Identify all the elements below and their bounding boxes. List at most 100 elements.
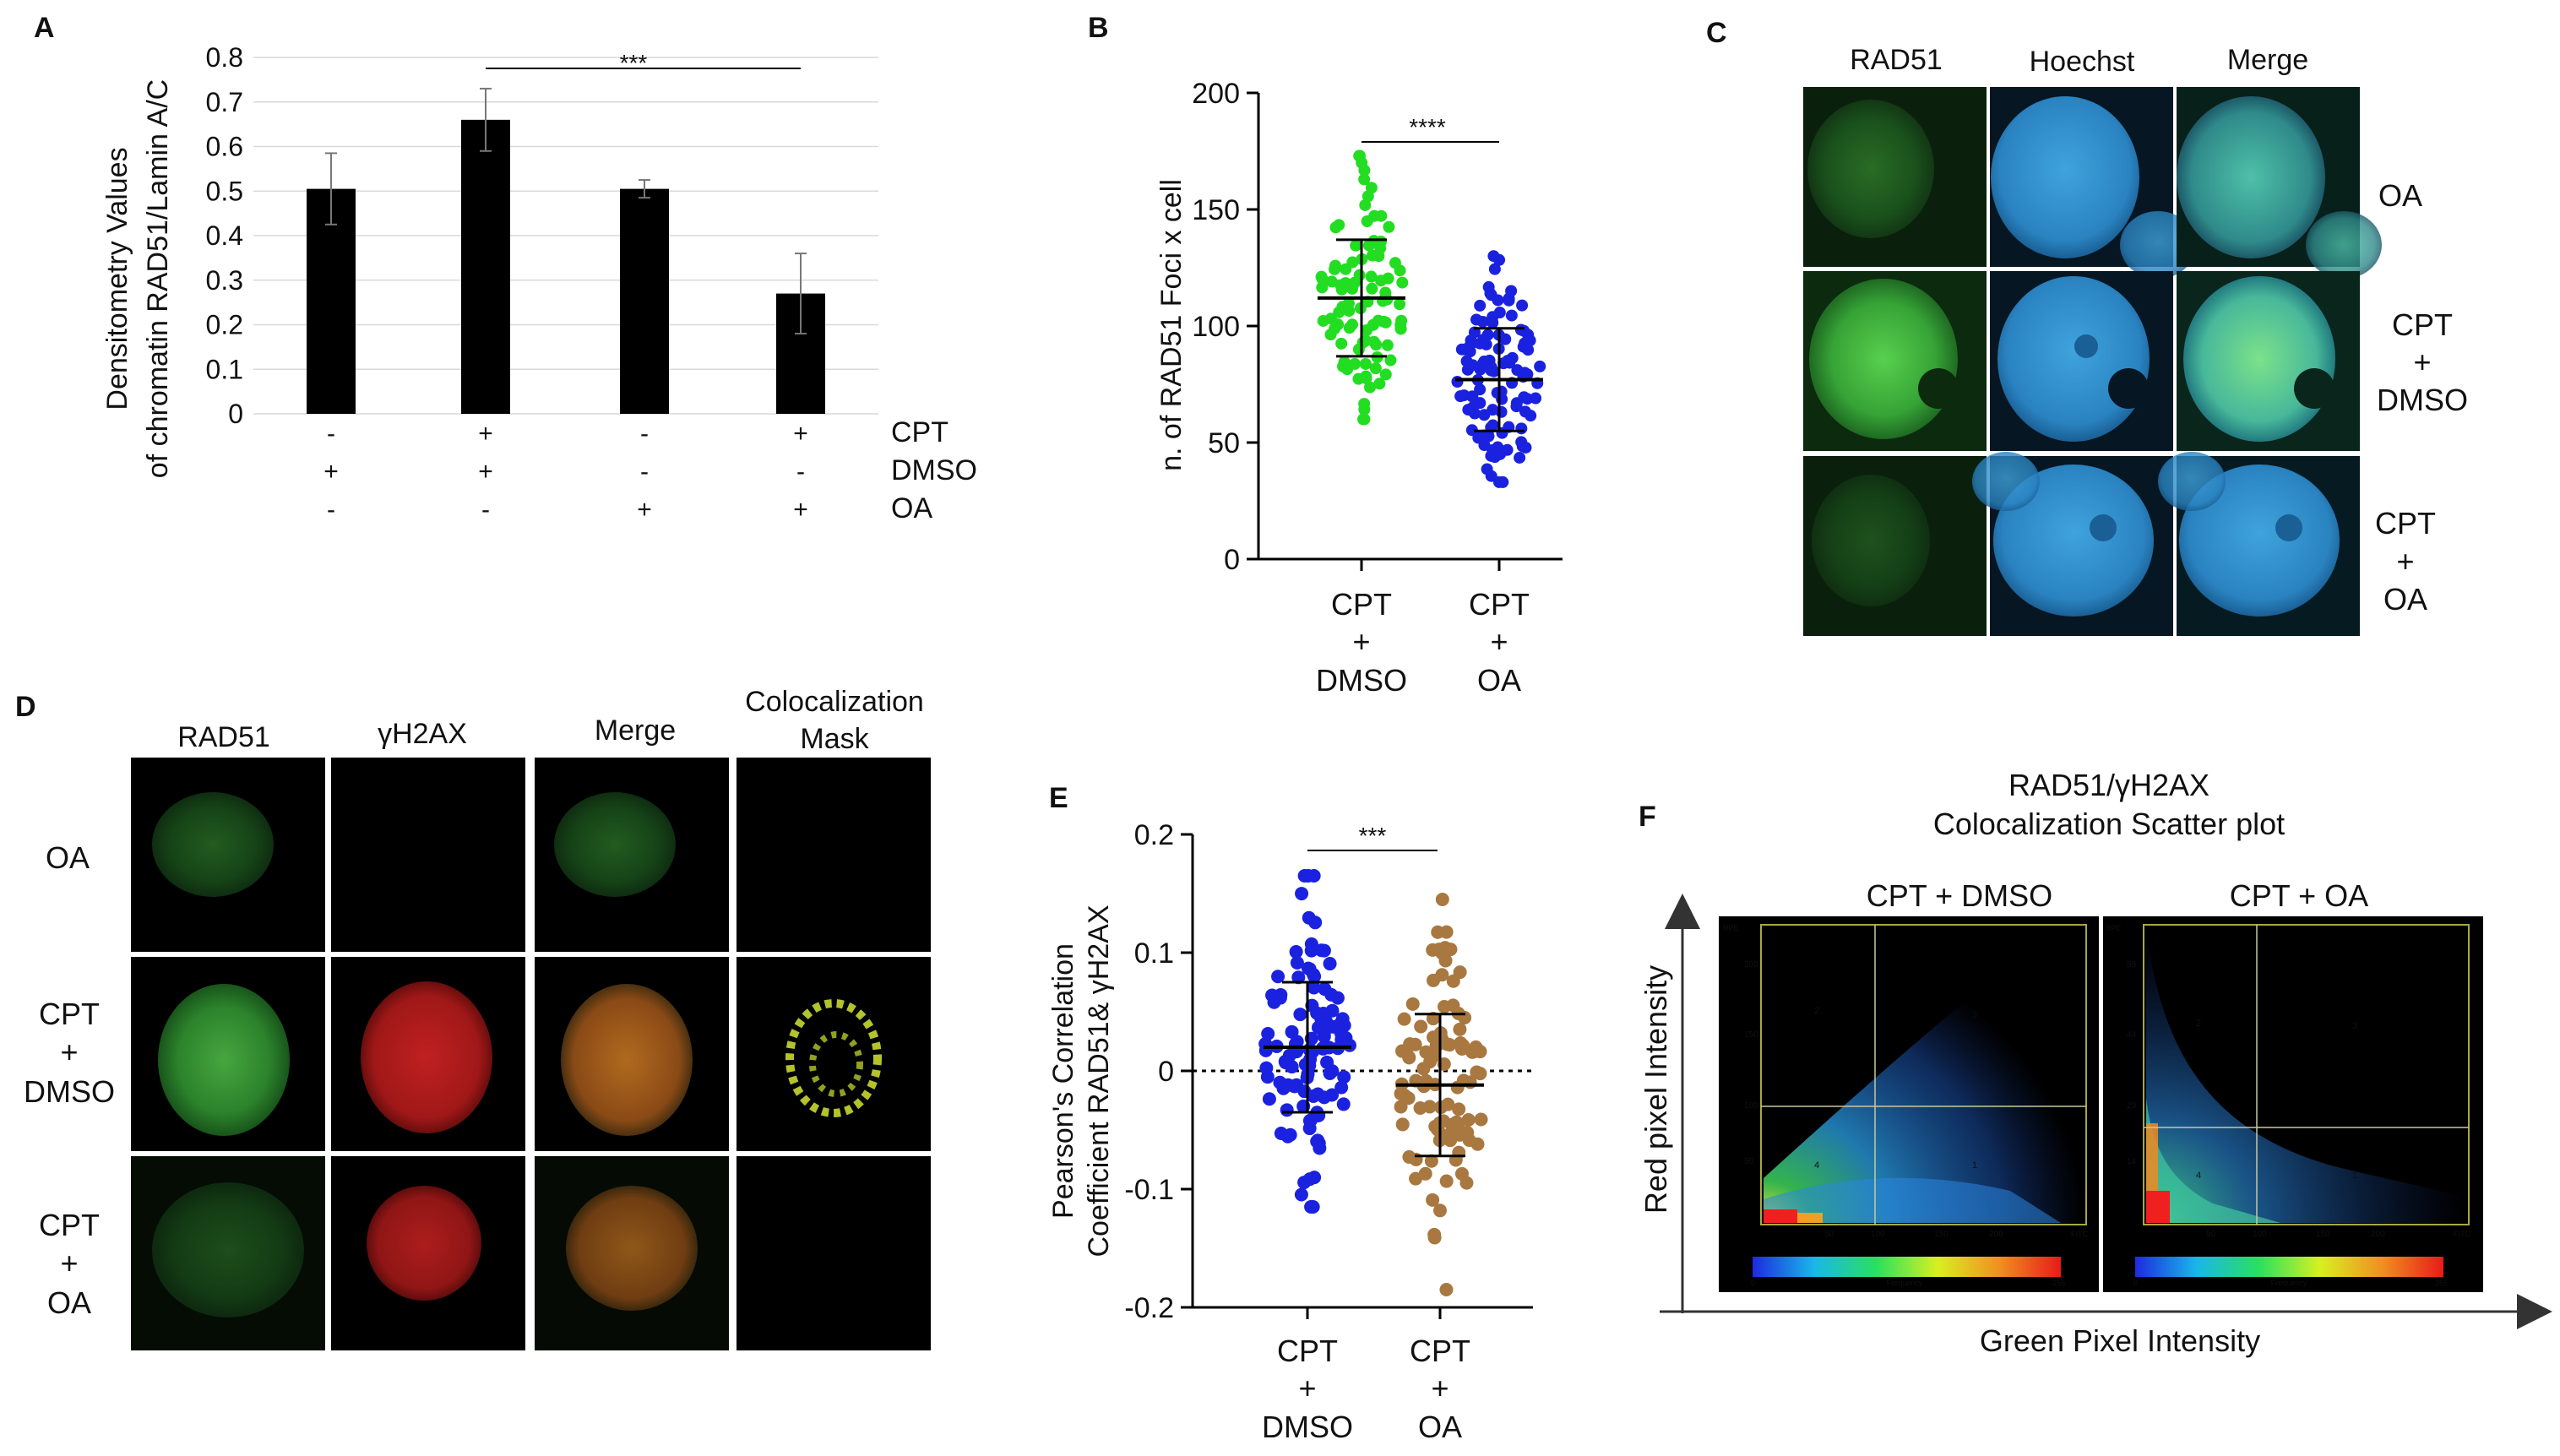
panel-b-dot-0-42 xyxy=(1373,378,1386,390)
panel-a-ytick-3: 0.5 xyxy=(206,176,243,206)
panel-b-dot-1-51 xyxy=(1493,253,1506,266)
panel-e-dot-0-95 xyxy=(1307,1089,1321,1103)
panel-e-dot-0-97 xyxy=(1317,1026,1331,1040)
panel-f-plot-dmso-ytick-200: 200 xyxy=(1744,960,1758,970)
panel-b-dot-0-88 xyxy=(1315,270,1328,283)
panel-e-dot-0-106 xyxy=(1335,1012,1350,1026)
panel-c-nucleolus-dmso-hoechst xyxy=(2108,368,2149,409)
panel-e-dot-0-99 xyxy=(1317,1090,1331,1105)
panel-c-nucleus-dmso-rad51 xyxy=(1809,279,1958,439)
panel-b-dot-1-94 xyxy=(1503,356,1516,369)
panel-b-dot-0-89 xyxy=(1352,372,1365,385)
panel-a-cond-3-1: - xyxy=(796,458,805,486)
panel-b-dot-0-83 xyxy=(1329,323,1341,335)
panel-e-dot-0-102 xyxy=(1290,955,1304,970)
panel-e-dot-1-71 xyxy=(1444,1117,1459,1132)
panel-b-ytick-3: 50 xyxy=(1208,427,1240,459)
panel-e-dot-1-53 xyxy=(1414,1019,1428,1034)
panel-e-dot-0-10 xyxy=(1280,1103,1294,1117)
panel-b-dot-1-85 xyxy=(1522,329,1535,341)
panel-f-title-line2: Colocalization Scatter plot xyxy=(1933,807,2285,841)
panel-c-row-dmso-line1: + xyxy=(2413,345,2431,379)
panel-b-dot-0-93 xyxy=(1382,272,1394,285)
panel-f-plot-dmso-q1: 1 xyxy=(1972,1160,1977,1171)
panel-b-dot-0-66 xyxy=(1366,249,1378,262)
panel-f-plot-oa-hot-spot xyxy=(2146,1191,2170,1223)
panel-b-dot-1-71 xyxy=(1515,422,1528,435)
panel-f-letter: F xyxy=(1639,801,1656,833)
panel-d-nucleus-dmso-mask xyxy=(785,999,882,1117)
panel-e-dot-0-89 xyxy=(1302,961,1316,975)
panel-d-nucleus-dmso-rad51 xyxy=(158,984,290,1136)
panel-b-dot-1-46 xyxy=(1460,355,1473,367)
panel-e-dot-0-67 xyxy=(1302,910,1316,925)
panel-e-dot-1-73 xyxy=(1469,1044,1483,1058)
panel-f-plot-dmso-ytick-50: 50 xyxy=(1744,1157,1754,1166)
panel-e-scatter-chart: 0.2 0.1 0 -0.1 -0.2 xyxy=(1124,819,1533,1324)
panel-e-dot-0-81 xyxy=(1282,1048,1296,1062)
panel-b-dot-0-87 xyxy=(1378,315,1390,328)
panel-f-plot-dmso-hot-spot2 xyxy=(1797,1213,1823,1223)
panel-e-dot-1-65 xyxy=(1405,997,1420,1011)
panel-c-nucleus-oa2-merge xyxy=(2179,465,2340,617)
panel-b-dot-0-85 xyxy=(1368,209,1381,222)
panel-e-dot-1-70 xyxy=(1452,1102,1466,1116)
panel-f-plot-oa-density xyxy=(2146,929,2466,1223)
panel-d-row-oa2-line1: + xyxy=(60,1246,78,1280)
panel-f-plot-dmso-cbar-label: Frequency xyxy=(1887,1279,1923,1287)
panel-c-nucleolus-oa2-hoechst xyxy=(2090,514,2117,541)
panel-b-scatter-chart: 200 150 100 50 0 xyxy=(1192,78,1563,576)
panel-c-nucleolus-dmso-merge xyxy=(2294,368,2334,409)
panel-e-dot-0-101 xyxy=(1283,1127,1297,1142)
panel-e-dot-0-105 xyxy=(1297,869,1312,883)
panel-a-cond-0-1: + xyxy=(323,458,339,486)
panel-e-group-0-line2: DMSO xyxy=(1262,1410,1353,1444)
panel-b-ytick-1: 150 xyxy=(1192,194,1240,226)
panel-d-nucleus-dmso-gh2ax xyxy=(361,981,492,1133)
panel-d-nucleus-oa-merge xyxy=(554,792,676,897)
panel-b-group-0-line0: CPT xyxy=(1331,587,1392,622)
panel-b-dot-1-36 xyxy=(1474,299,1487,312)
panel-e-dot-0-90 xyxy=(1330,991,1345,1005)
panel-f-plot-oa-cbar-max: 255 xyxy=(2435,1279,2448,1287)
panel-d-header-coloc-line0: Colocalization xyxy=(745,686,924,718)
panel-b-dot-1-35 xyxy=(1487,311,1499,323)
panel-b-dot-0-34 xyxy=(1359,357,1372,370)
panel-c-nucleus-oa-merge xyxy=(2177,96,2325,258)
panel-c-nucleus-oa-hoechst xyxy=(1991,96,2139,258)
panel-d-header-gh2ax: γH2AX xyxy=(378,718,467,750)
panel-e-dot-1-24 xyxy=(1424,1154,1438,1168)
panel-f-title-line1: RAD51/γH2AX xyxy=(2008,768,2209,802)
panel-b-ytick-0: 200 xyxy=(1192,78,1240,110)
panel-f-plot-oa-ytick-44: 44 xyxy=(2127,1030,2137,1040)
panel-b-dot-0-77 xyxy=(1394,318,1407,331)
panel-b-dot-1-103 xyxy=(1485,449,1497,462)
panel-a-ytick-7: 0.1 xyxy=(206,354,243,384)
panel-b-dot-1-108 xyxy=(1466,390,1479,403)
panel-e-dot-1-90 xyxy=(1399,1044,1413,1058)
panel-a-cond-2-2: + xyxy=(637,496,652,524)
panel-f-plot-oa-q4: 4 xyxy=(2196,1171,2201,1181)
panel-f-subtitle-dmso: CPT + DMSO xyxy=(1867,878,2052,913)
panel-e-dot-1-84 xyxy=(1409,1171,1423,1186)
panel-c-row-oa2-line2: OA xyxy=(2383,582,2427,617)
panel-b-dot-1-96 xyxy=(1522,344,1535,356)
panel-b-group-1-line2: OA xyxy=(1477,663,1521,698)
panel-e-dot-1-98 xyxy=(1440,1037,1454,1051)
panel-f-plot-dmso-corner-y: RPE xyxy=(1723,924,1739,932)
panel-b-dot-1-107 xyxy=(1516,440,1529,453)
panel-b-dot-1-78 xyxy=(1521,368,1534,381)
panel-a-ytick-0: 0.8 xyxy=(206,42,243,73)
panel-b-group-0-line2: DMSO xyxy=(1316,663,1407,698)
panel-f-plot-dmso-xtick-200: 200 xyxy=(1989,1230,2003,1239)
panel-c-nucleus-dmso-hoechst xyxy=(1997,276,2150,442)
panel-f-plot-dmso-ytick-150: 150 xyxy=(1744,1030,1758,1040)
panel-b-dot-0-18 xyxy=(1394,264,1406,277)
panel-f-subtitle-oa: CPT + OA xyxy=(2230,878,2368,913)
panel-b-sig: **** xyxy=(1409,114,1446,140)
panel-d-row-oa2-line0: CPT xyxy=(39,1208,100,1242)
panel-e-group-labels: CPT + DMSO CPT + OA xyxy=(1262,1334,1470,1444)
panel-b-dot-0-70 xyxy=(1379,368,1392,381)
panel-b-dot-0-56 xyxy=(1329,263,1341,275)
panel-b-dot-0-50 xyxy=(1364,381,1377,394)
